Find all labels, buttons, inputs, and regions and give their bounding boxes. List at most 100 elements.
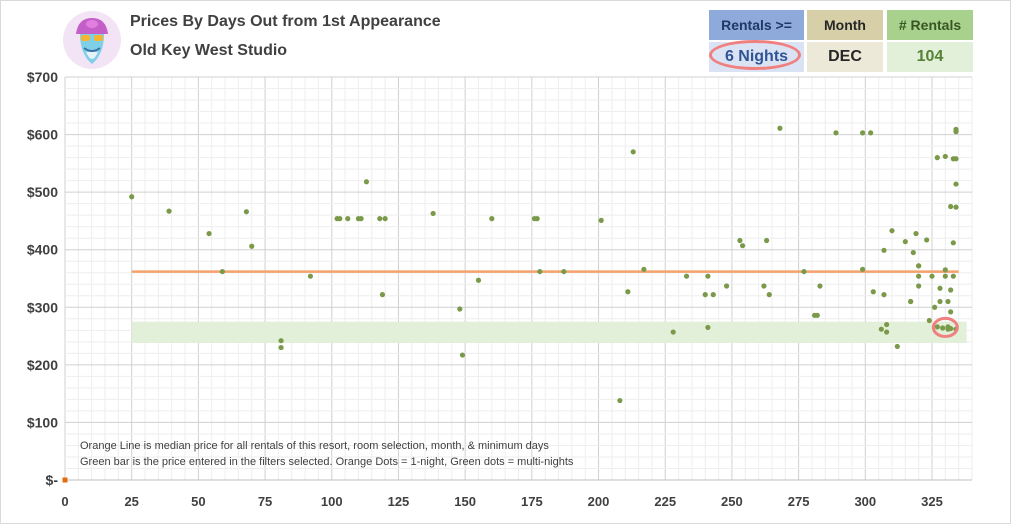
data-point-multi-night xyxy=(766,292,772,298)
y-tick-label: $700 xyxy=(27,69,58,85)
data-point-multi-night xyxy=(910,249,916,256)
data-point-multi-night xyxy=(625,289,631,295)
data-point-multi-night xyxy=(881,247,887,253)
data-point-multi-night xyxy=(913,230,919,237)
x-tick-label: 150 xyxy=(454,494,476,509)
data-point-multi-night xyxy=(358,216,364,222)
data-point-multi-night xyxy=(908,298,914,305)
y-tick-label: $100 xyxy=(27,414,58,430)
y-tick-label: $300 xyxy=(27,299,58,315)
data-point-multi-night xyxy=(894,343,900,350)
x-tick-label: 275 xyxy=(788,494,810,509)
filter-rental-count: # Rentals 104 xyxy=(887,10,973,72)
data-point-multi-night xyxy=(382,216,388,222)
data-point-multi-night xyxy=(206,230,212,237)
filter-month[interactable]: Month DEC xyxy=(807,10,883,72)
note-line-1: Orange Line is median price for all rent… xyxy=(80,440,549,452)
y-tick-label: $500 xyxy=(27,184,58,200)
data-point-multi-night xyxy=(129,194,135,200)
data-point-multi-night xyxy=(379,292,386,298)
data-point-multi-night xyxy=(948,309,954,315)
grid-lines xyxy=(64,76,973,481)
note-line-2: Green bar is the price entered in the fi… xyxy=(80,456,574,468)
data-point-multi-night xyxy=(710,292,716,298)
data-point-multi-night xyxy=(860,130,866,136)
data-point-multi-night xyxy=(489,216,495,222)
data-point-multi-night xyxy=(950,273,956,279)
filter-rental-count-label: # Rentals xyxy=(887,10,973,40)
data-point-multi-night xyxy=(278,344,284,351)
chart-subtitle: Old Key West Studio xyxy=(130,42,288,59)
green-price-band-rect xyxy=(131,321,967,343)
data-point-multi-night xyxy=(814,312,820,318)
y-tick-label: $600 xyxy=(27,127,58,143)
data-point-multi-night xyxy=(934,324,940,330)
filter-month-label: Month xyxy=(807,10,883,40)
data-point-multi-night xyxy=(924,237,930,243)
data-point-multi-night xyxy=(902,239,908,245)
data-point-multi-night xyxy=(598,217,604,223)
data-point-multi-night xyxy=(953,181,959,187)
data-point-multi-night xyxy=(926,317,932,324)
data-point-multi-night xyxy=(801,268,807,275)
data-point-multi-night xyxy=(307,273,314,279)
data-point-multi-night xyxy=(219,268,225,275)
y-tick-label: $200 xyxy=(27,357,58,373)
data-point-multi-night xyxy=(337,216,343,222)
data-point-multi-night xyxy=(932,304,938,310)
data-point-multi-night xyxy=(934,155,940,161)
data-point-multi-night xyxy=(950,240,956,246)
filter-month-value[interactable]: DEC xyxy=(807,42,883,72)
x-tick-label: 75 xyxy=(258,494,272,509)
data-points xyxy=(62,125,959,483)
data-point-multi-night xyxy=(345,216,351,222)
data-point-multi-night xyxy=(916,283,922,289)
data-point-multi-night xyxy=(884,329,890,335)
filter-min-nights-label: Rentals >= xyxy=(709,10,804,40)
data-point-multi-night xyxy=(166,208,172,214)
data-point-multi-night xyxy=(737,237,743,244)
data-point-multi-night xyxy=(937,298,943,305)
data-point-multi-night xyxy=(948,325,954,332)
data-point-multi-night xyxy=(948,287,954,293)
data-point-multi-night xyxy=(739,243,746,249)
data-point-multi-night xyxy=(243,209,249,215)
data-point-multi-night xyxy=(617,397,623,404)
x-tick-label: 200 xyxy=(588,494,610,509)
data-point-multi-night xyxy=(860,266,866,272)
data-point-multi-night xyxy=(683,273,690,279)
data-point-multi-night xyxy=(940,325,946,331)
data-point-multi-night xyxy=(459,352,466,358)
genie-mascot-icon xyxy=(63,11,121,69)
x-tick-label: 225 xyxy=(654,494,676,509)
filter-rental-count-value: 104 xyxy=(887,42,973,72)
data-point-multi-night xyxy=(561,268,567,275)
data-point-multi-night xyxy=(777,125,783,131)
data-point-multi-night xyxy=(953,129,959,135)
chart-title: Prices By Days Out from 1st Appearance xyxy=(130,13,441,30)
y-axis-ticks: $- $100 $200 $300 $400 $500 $600 $700 xyxy=(27,69,58,488)
data-point-multi-night xyxy=(942,273,948,279)
data-point-multi-night xyxy=(249,243,255,249)
data-point-multi-night xyxy=(537,268,543,275)
x-tick-label: 250 xyxy=(721,494,743,509)
data-point-multi-night xyxy=(670,329,676,335)
data-point-1-night xyxy=(62,477,68,483)
highlight-ring-points xyxy=(931,316,959,338)
data-point-multi-night xyxy=(916,273,922,279)
data-point-multi-night xyxy=(534,216,540,222)
data-point-multi-night xyxy=(878,326,884,332)
data-point-multi-night xyxy=(705,324,711,331)
x-tick-label: 325 xyxy=(921,494,943,509)
data-point-multi-night xyxy=(881,292,887,298)
data-point-multi-night xyxy=(723,283,730,289)
x-tick-label: 300 xyxy=(854,494,876,509)
data-point-multi-night xyxy=(868,130,874,136)
data-point-multi-night xyxy=(702,292,708,298)
data-point-multi-night xyxy=(948,203,954,210)
data-point-multi-night xyxy=(761,283,767,289)
data-point-multi-night xyxy=(916,263,922,269)
data-point-multi-night xyxy=(884,321,890,328)
data-point-multi-night xyxy=(475,277,482,283)
x-axis-ticks: 0 25 50 75 100 125 150 175 200 225 250 275 300 325 xyxy=(61,494,942,509)
